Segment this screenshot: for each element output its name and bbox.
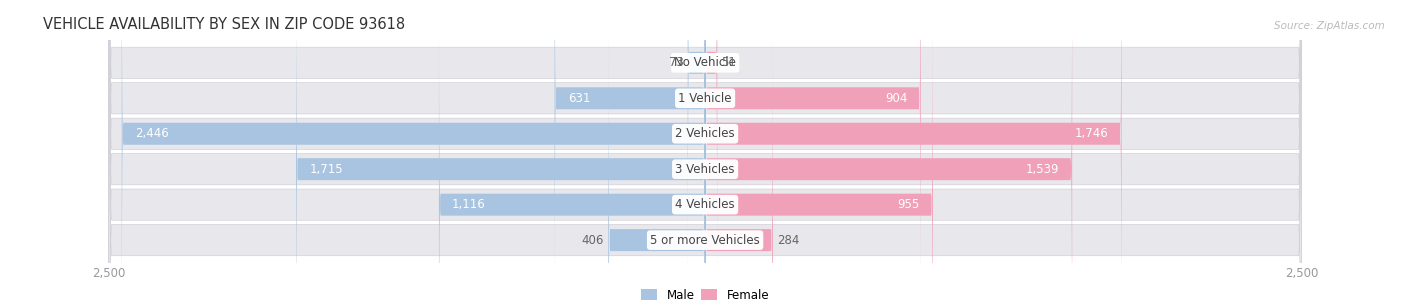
FancyBboxPatch shape	[108, 0, 1302, 306]
FancyBboxPatch shape	[122, 0, 704, 306]
FancyBboxPatch shape	[704, 0, 934, 306]
Text: 4 Vehicles: 4 Vehicles	[675, 198, 735, 211]
Text: 51: 51	[721, 56, 737, 69]
Text: 2 Vehicles: 2 Vehicles	[675, 127, 735, 140]
FancyBboxPatch shape	[704, 0, 717, 300]
Text: 284: 284	[778, 233, 800, 247]
FancyBboxPatch shape	[439, 0, 704, 306]
FancyBboxPatch shape	[704, 0, 1073, 306]
Legend: Male, Female: Male, Female	[636, 284, 775, 306]
FancyBboxPatch shape	[554, 0, 704, 306]
FancyBboxPatch shape	[108, 0, 1302, 306]
Text: 5 or more Vehicles: 5 or more Vehicles	[650, 233, 761, 247]
Text: 1,539: 1,539	[1025, 163, 1059, 176]
FancyBboxPatch shape	[108, 0, 1302, 306]
FancyBboxPatch shape	[704, 0, 921, 306]
Text: Source: ZipAtlas.com: Source: ZipAtlas.com	[1274, 21, 1385, 32]
Text: 631: 631	[568, 92, 591, 105]
Text: 1,746: 1,746	[1074, 127, 1108, 140]
Text: 73: 73	[668, 56, 683, 69]
FancyBboxPatch shape	[297, 0, 704, 306]
Text: No Vehicle: No Vehicle	[673, 56, 737, 69]
Text: 1,116: 1,116	[453, 198, 486, 211]
Text: 2,446: 2,446	[135, 127, 169, 140]
Text: 955: 955	[897, 198, 920, 211]
FancyBboxPatch shape	[108, 0, 1302, 306]
FancyBboxPatch shape	[704, 3, 773, 306]
Text: 3 Vehicles: 3 Vehicles	[675, 163, 735, 176]
Text: 1,715: 1,715	[309, 163, 343, 176]
Text: 904: 904	[886, 92, 908, 105]
FancyBboxPatch shape	[704, 0, 1122, 306]
Text: 406: 406	[582, 233, 605, 247]
FancyBboxPatch shape	[688, 0, 704, 300]
Text: VEHICLE AVAILABILITY BY SEX IN ZIP CODE 93618: VEHICLE AVAILABILITY BY SEX IN ZIP CODE …	[42, 17, 405, 32]
FancyBboxPatch shape	[609, 3, 704, 306]
FancyBboxPatch shape	[108, 0, 1302, 306]
Text: 1 Vehicle: 1 Vehicle	[678, 92, 733, 105]
FancyBboxPatch shape	[108, 0, 1302, 306]
